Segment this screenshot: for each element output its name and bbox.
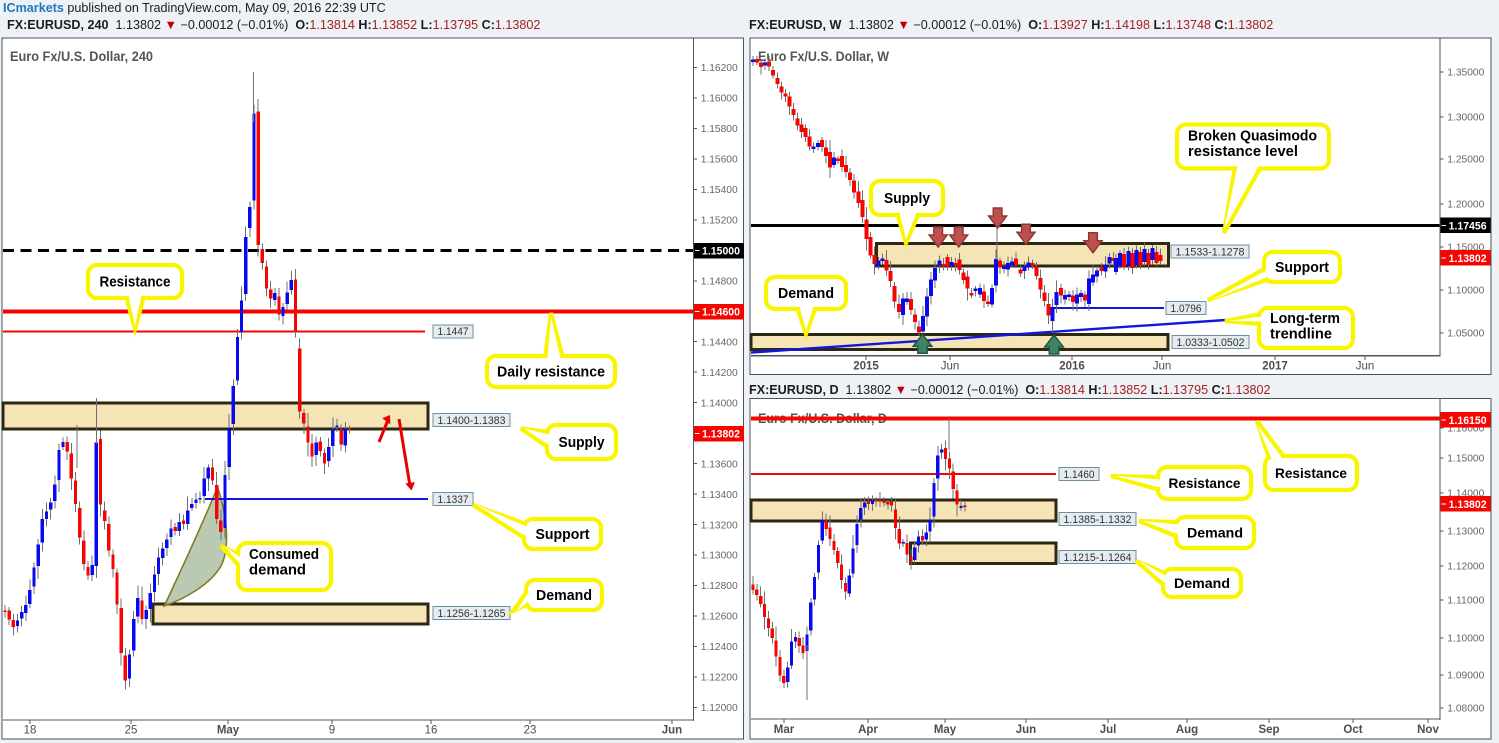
svg-text:Support: Support xyxy=(536,527,590,543)
svg-text:2017: 2017 xyxy=(1262,361,1288,373)
svg-text:Oct: Oct xyxy=(1343,724,1362,736)
svg-text:1.16200: 1.16200 xyxy=(701,62,738,74)
svg-text:Demand: Demand xyxy=(1187,525,1243,541)
svg-text:1.16150: 1.16150 xyxy=(1449,415,1487,427)
svg-text:1.13600: 1.13600 xyxy=(701,458,738,470)
svg-text:9: 9 xyxy=(329,725,335,737)
svg-text:Jun: Jun xyxy=(1016,724,1036,736)
svg-text:Support: Support xyxy=(1275,260,1329,276)
svg-text:1.11000: 1.11000 xyxy=(1447,595,1484,607)
svg-text:demand: demand xyxy=(249,563,306,579)
svg-text:1.1533-1.1278: 1.1533-1.1278 xyxy=(1176,246,1245,258)
svg-text:1.14600: 1.14600 xyxy=(702,307,740,319)
svg-text:trendline: trendline xyxy=(1270,327,1332,343)
svg-text:1.13200: 1.13200 xyxy=(701,519,738,531)
svg-text:1.35000: 1.35000 xyxy=(1447,67,1484,79)
svg-text:Demand: Demand xyxy=(536,588,592,604)
svg-text:Mar: Mar xyxy=(774,724,795,736)
svg-text:May: May xyxy=(217,725,240,737)
svg-text:1.1256-1.1265: 1.1256-1.1265 xyxy=(438,608,506,620)
svg-text:1.12000: 1.12000 xyxy=(701,702,738,714)
svg-text:resistance level: resistance level xyxy=(1188,144,1298,160)
svg-text:23: 23 xyxy=(524,725,537,737)
svg-text:1.14800: 1.14800 xyxy=(701,276,738,288)
svg-text:1.13802: 1.13802 xyxy=(1449,253,1487,265)
svg-text:1.12200: 1.12200 xyxy=(701,672,738,684)
svg-text:1.13400: 1.13400 xyxy=(701,489,738,501)
svg-text:1.17456: 1.17456 xyxy=(1449,220,1487,232)
svg-text:1.05000: 1.05000 xyxy=(1447,328,1484,340)
svg-text:Sep: Sep xyxy=(1258,724,1279,736)
svg-text:2015: 2015 xyxy=(853,361,879,373)
svg-text:1.13802: 1.13802 xyxy=(1449,499,1487,511)
svg-text:1.12000: 1.12000 xyxy=(1447,561,1484,573)
svg-text:1.25000: 1.25000 xyxy=(1447,154,1484,166)
svg-text:1.15400: 1.15400 xyxy=(701,184,738,196)
svg-text:1.1400-1.1383: 1.1400-1.1383 xyxy=(438,415,506,427)
svg-text:1.15200: 1.15200 xyxy=(701,215,738,227)
svg-text:1.15000: 1.15000 xyxy=(1447,453,1484,465)
svg-text:Jul: Jul xyxy=(1100,724,1117,736)
svg-text:1.14400: 1.14400 xyxy=(701,336,738,348)
svg-text:1.0796: 1.0796 xyxy=(1171,303,1202,315)
svg-text:May: May xyxy=(934,724,957,736)
svg-text:Jun: Jun xyxy=(1356,361,1375,373)
svg-text:Resistance: Resistance xyxy=(1169,475,1241,491)
svg-text:16: 16 xyxy=(425,725,438,737)
svg-text:2016: 2016 xyxy=(1059,361,1085,373)
svg-text:Demand: Demand xyxy=(778,286,834,302)
svg-text:Jun: Jun xyxy=(941,361,960,373)
svg-text:Resistance: Resistance xyxy=(1275,465,1347,481)
svg-text:1.20000: 1.20000 xyxy=(1447,199,1484,211)
svg-text:1.14200: 1.14200 xyxy=(701,367,738,379)
svg-text:Consumed: Consumed xyxy=(249,547,319,563)
svg-text:1.10000: 1.10000 xyxy=(1447,633,1484,645)
svg-text:1.12600: 1.12600 xyxy=(701,611,738,623)
svg-text:1.16000: 1.16000 xyxy=(701,93,738,105)
svg-text:1.10000: 1.10000 xyxy=(1447,285,1484,297)
svg-text:Daily resistance: Daily resistance xyxy=(497,365,605,381)
svg-text:1.15600: 1.15600 xyxy=(701,154,738,166)
svg-text:1.13802: 1.13802 xyxy=(702,429,740,441)
svg-text:Broken Quasimodo: Broken Quasimodo xyxy=(1188,129,1317,145)
svg-text:1.12400: 1.12400 xyxy=(701,641,738,653)
svg-text:Jun: Jun xyxy=(1153,361,1172,373)
svg-text:1.1337: 1.1337 xyxy=(438,494,469,506)
svg-text:1.15000: 1.15000 xyxy=(702,246,740,258)
svg-text:1.1385-1.1332: 1.1385-1.1332 xyxy=(1064,514,1132,526)
svg-text:1.13000: 1.13000 xyxy=(701,550,738,562)
svg-text:Jun: Jun xyxy=(662,725,682,737)
svg-text:Demand: Demand xyxy=(1174,575,1230,591)
svg-text:Nov: Nov xyxy=(1417,724,1439,736)
svg-text:Supply: Supply xyxy=(559,435,605,451)
svg-text:1.1447: 1.1447 xyxy=(438,326,469,338)
svg-text:Resistance: Resistance xyxy=(100,275,171,291)
svg-text:Supply: Supply xyxy=(884,191,930,207)
svg-text:Long-term: Long-term xyxy=(1270,311,1340,327)
svg-text:1.1460: 1.1460 xyxy=(1064,469,1095,481)
svg-text:1.0333-1.0502: 1.0333-1.0502 xyxy=(1177,337,1245,349)
svg-text:1.13000: 1.13000 xyxy=(1447,526,1484,538)
svg-text:1.1215-1.1264: 1.1215-1.1264 xyxy=(1064,552,1132,564)
svg-text:1.12800: 1.12800 xyxy=(701,580,738,592)
svg-text:Apr: Apr xyxy=(858,724,878,736)
svg-text:Aug: Aug xyxy=(1176,724,1198,736)
svg-text:1.15800: 1.15800 xyxy=(701,123,738,135)
svg-text:25: 25 xyxy=(125,725,138,737)
svg-text:1.30000: 1.30000 xyxy=(1447,112,1484,124)
svg-text:1.08000: 1.08000 xyxy=(1447,703,1484,715)
svg-text:18: 18 xyxy=(24,725,37,737)
svg-text:Euro Fx/U.S. Dollar, W: Euro Fx/U.S. Dollar, W xyxy=(758,48,890,64)
svg-text:Euro Fx/U.S. Dollar, 240: Euro Fx/U.S. Dollar, 240 xyxy=(10,48,153,64)
svg-text:1.09000: 1.09000 xyxy=(1447,670,1484,682)
svg-text:1.14000: 1.14000 xyxy=(701,397,738,409)
